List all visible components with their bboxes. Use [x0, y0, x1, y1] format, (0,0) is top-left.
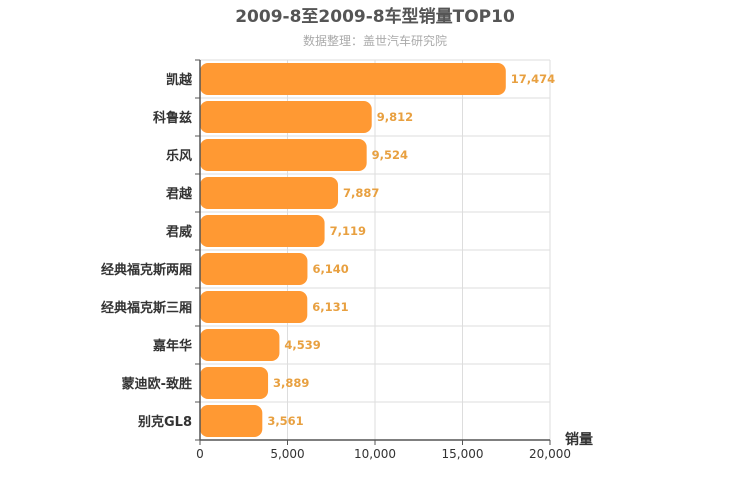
category-label: 嘉年华 — [152, 338, 192, 354]
bar — [200, 63, 506, 95]
category-label: 君越 — [166, 186, 193, 202]
category-label: 经典福克斯三厢 — [101, 300, 192, 316]
bar — [200, 367, 269, 399]
category-label: 蒙迪欧-致胜 — [122, 376, 192, 392]
bar — [200, 139, 367, 171]
bar — [200, 215, 325, 247]
bar — [200, 329, 280, 361]
data-label: 9,524 — [372, 148, 408, 162]
chart-subtitle: 数据整理：盖世汽车研究院 — [303, 33, 447, 48]
x-tick-label: 15,000 — [442, 447, 484, 461]
data-label: 6,140 — [312, 262, 348, 276]
x-tick-label: 20,000 — [529, 447, 571, 461]
data-label: 7,887 — [343, 186, 379, 200]
x-axis-name: 销量 — [565, 431, 593, 448]
data-label: 17,474 — [511, 72, 555, 86]
x-tick-label: 0 — [196, 447, 204, 461]
x-tick-label: 5,000 — [270, 447, 304, 461]
category-label: 科鲁兹 — [153, 110, 192, 126]
bar — [200, 291, 308, 323]
chart-title: 2009-8至2009-8车型销量TOP10 — [235, 6, 515, 27]
data-label: 9,812 — [377, 110, 413, 124]
bars: 17,474 9,812 9,524 7,887 7,119 6,140 6,131 4,53… — [200, 63, 555, 437]
category-label: 君威 — [166, 224, 192, 240]
data-label: 4,539 — [284, 338, 320, 352]
category-label: 凯越 — [166, 72, 193, 88]
data-label: 6,131 — [312, 300, 348, 314]
bar — [200, 405, 263, 437]
data-label: 3,889 — [273, 376, 309, 390]
bar — [200, 101, 372, 133]
category-label: 经典福克斯两厢 — [101, 262, 192, 278]
bar — [200, 253, 308, 285]
category-label: 乐风 — [166, 148, 192, 164]
data-label: 3,561 — [267, 414, 303, 428]
bar — [200, 177, 339, 209]
category-label: 别克GL8 — [137, 414, 192, 430]
x-tick-label: 10,000 — [354, 447, 396, 461]
data-label: 7,119 — [330, 224, 366, 238]
